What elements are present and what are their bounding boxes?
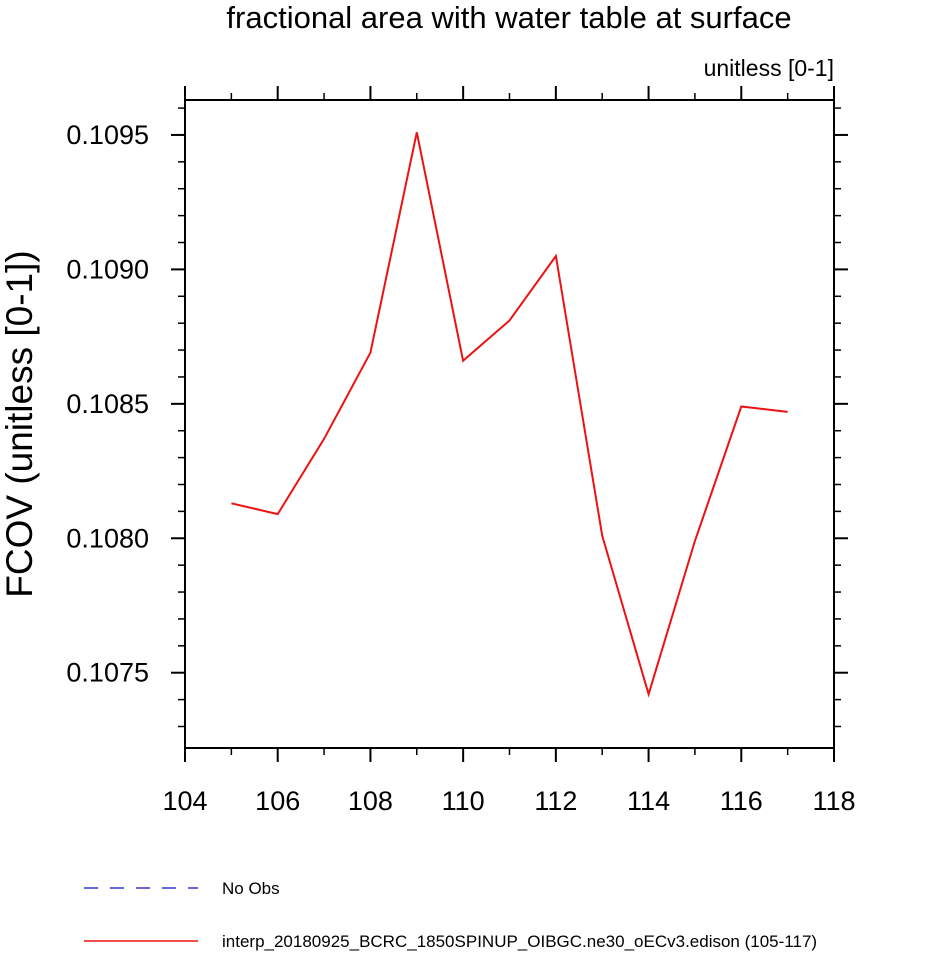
- x-tick-label: 108: [348, 786, 393, 816]
- chart-title: fractional area with water table at surf…: [226, 0, 791, 35]
- plot-frame: [184, 99, 835, 749]
- x-tick-label: 104: [162, 786, 207, 816]
- y-axis-label: FCOV (unitless [0-1]): [0, 250, 40, 597]
- y-tick-label: 0.1080: [66, 523, 149, 553]
- x-tick-label: 112: [534, 786, 577, 816]
- y-tick-label: 0.1075: [66, 658, 149, 688]
- y-axis-ticks: 0.1075 0.1080 0.1085 0.1090 0.1095: [66, 107, 848, 728]
- plot-border: [184, 99, 835, 749]
- x-tick-label: 106: [255, 786, 300, 816]
- legend-label: No Obs: [222, 879, 280, 898]
- y-tick-label: 0.1090: [66, 254, 149, 284]
- x-tick-label: 116: [720, 786, 763, 816]
- units-label: unitless [0-1]: [704, 55, 834, 81]
- legend: No Obs interp_20180925_BCRC_1850SPINUP_OI…: [84, 879, 817, 951]
- x-axis-ticks: 104 106 108 110 112 114 116 118: [162, 86, 856, 816]
- series-layer: [231, 132, 788, 698]
- series-line: [231, 132, 788, 698]
- y-tick-label: 0.1095: [66, 120, 149, 150]
- x-tick-label: 110: [442, 786, 485, 816]
- x-tick-label: 114: [627, 786, 670, 816]
- legend-label: interp_20180925_BCRC_1850SPINUP_OIBGC.ne…: [222, 932, 817, 951]
- y-tick-label: 0.1085: [66, 389, 149, 419]
- x-tick-label: 118: [812, 786, 855, 816]
